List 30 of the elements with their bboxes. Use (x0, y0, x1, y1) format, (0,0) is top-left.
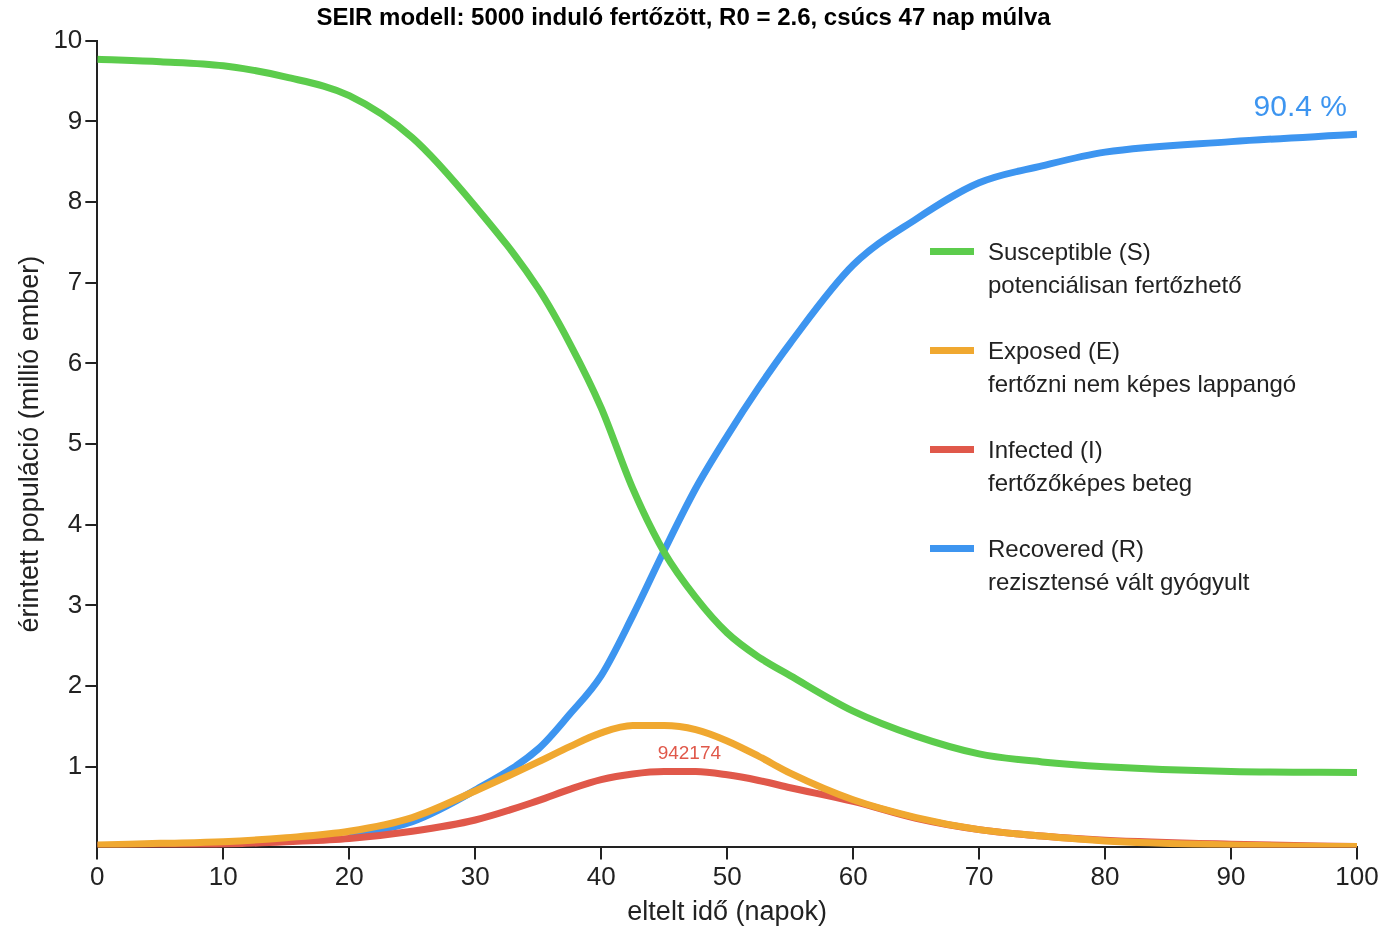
legend-label: Infected (I) fertőzőképes beteg (988, 435, 1193, 498)
y-tick-label: 8 (67, 185, 83, 216)
y-tick-label: 1 (67, 749, 83, 780)
legend-label: Exposed (E) fertőzni nem képes lappangó (988, 336, 1297, 399)
annotation: 90.4 % (1253, 88, 1347, 122)
y-tick-label: 3 (67, 588, 83, 619)
x-tick-label: 10 (208, 861, 238, 892)
annotation: 942174 (657, 742, 722, 764)
legend-label: Susceptible (S) potenciálisan fertőzhető (988, 237, 1242, 300)
y-tick-label: 2 (67, 669, 83, 700)
y-tick-label: 4 (67, 507, 83, 538)
x-tick-label: 50 (712, 861, 742, 892)
x-tick-label: 70 (964, 861, 994, 892)
y-tick-label: 9 (67, 104, 83, 135)
x-tick-label: 100 (1335, 861, 1379, 892)
y-tick-label: 10 (53, 23, 83, 54)
x-tick-label: 80 (1090, 861, 1120, 892)
y-tick-label: 5 (67, 427, 83, 458)
x-tick-label: 90 (1216, 861, 1246, 892)
y-tick-label: 7 (67, 265, 83, 296)
y-tick-label: 6 (67, 346, 83, 377)
x-tick-label: 0 (90, 861, 105, 892)
y-axis-title: érintett populáció (millió ember) (13, 255, 44, 633)
x-axis-title: eltelt idő (napok) (627, 896, 827, 927)
x-tick-label: 30 (460, 861, 490, 892)
x-tick-label: 20 (334, 861, 364, 892)
chart-title: SEIR modell: 5000 induló fertőzött, R0 = 2.6, csúcs 47 nap múlva (316, 3, 1052, 31)
legend-label: Recovered (R) rezisztensé vált gyógyult (988, 534, 1250, 597)
x-tick-label: 40 (586, 861, 616, 892)
x-tick-label: 60 (838, 861, 868, 892)
